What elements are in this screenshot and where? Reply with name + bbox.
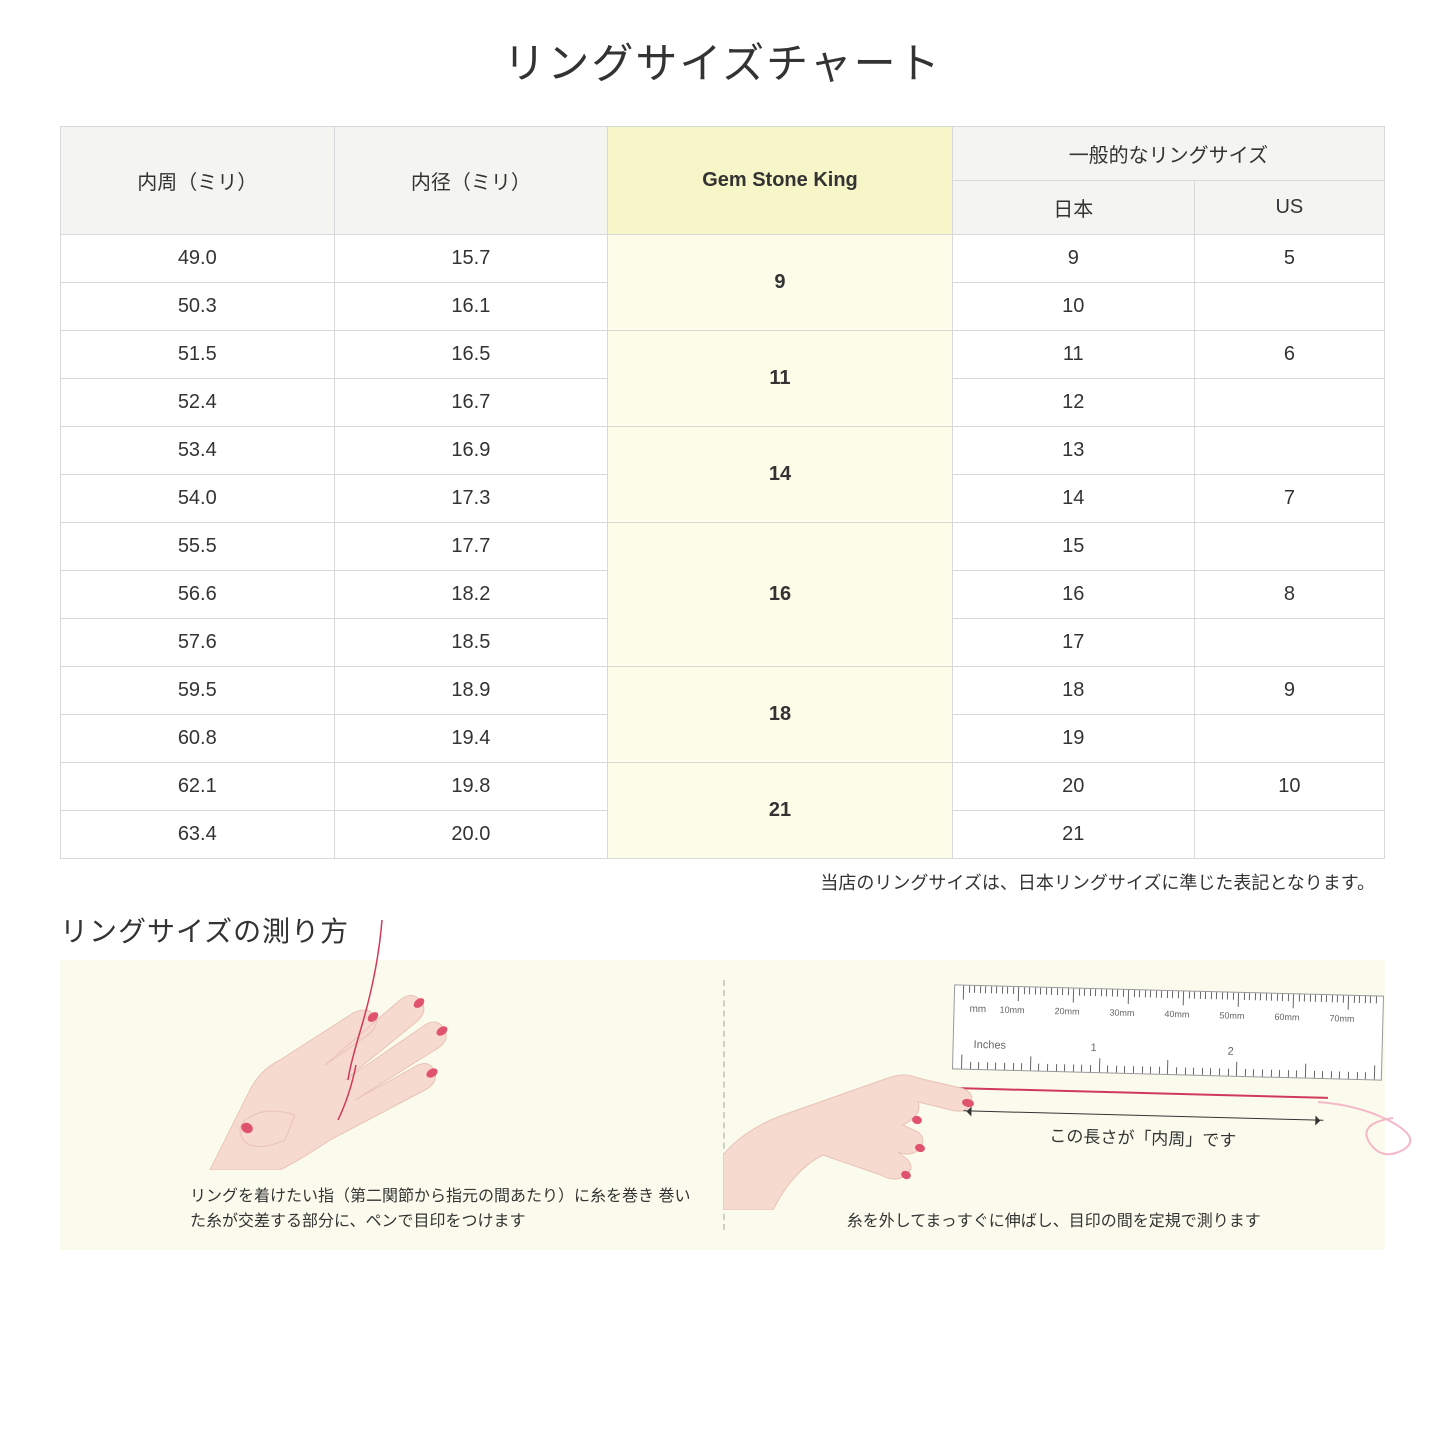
cell-us bbox=[1194, 811, 1384, 859]
cell-circumference: 53.4 bbox=[61, 427, 335, 475]
thread-line bbox=[958, 1087, 1328, 1099]
cell-japan: 18 bbox=[952, 667, 1194, 715]
cell-us bbox=[1194, 283, 1384, 331]
table-row: 49.015.7995 bbox=[61, 235, 1385, 283]
ruler-mm-value: 20mm bbox=[1054, 1006, 1079, 1017]
hand-illustration-2 bbox=[723, 1060, 993, 1210]
cell-us: 7 bbox=[1194, 475, 1384, 523]
header-circumference: 内周（ミリ） bbox=[61, 127, 335, 235]
cell-circumference: 55.5 bbox=[61, 523, 335, 571]
table-row: 59.518.918189 bbox=[61, 667, 1385, 715]
step-1-caption: リングを着けたい指（第二関節から指元の間あたり）に糸を巻き 巻いた糸が交差する部… bbox=[190, 1184, 693, 1235]
hand-illustration-1 bbox=[150, 920, 500, 1170]
ruler-inch-value: 2 bbox=[1227, 1046, 1233, 1058]
cell-diameter: 17.3 bbox=[334, 475, 608, 523]
header-japan: 日本 bbox=[952, 181, 1194, 235]
cell-circumference: 63.4 bbox=[61, 811, 335, 859]
cell-us bbox=[1194, 379, 1384, 427]
cell-us bbox=[1194, 427, 1384, 475]
cell-circumference: 54.0 bbox=[61, 475, 335, 523]
table-row: 53.416.91413 bbox=[61, 427, 1385, 475]
cell-us: 8 bbox=[1194, 571, 1384, 619]
cell-japan: 21 bbox=[952, 811, 1194, 859]
header-diameter: 内径（ミリ） bbox=[334, 127, 608, 235]
cell-gsk: 21 bbox=[608, 763, 953, 859]
cell-japan: 15 bbox=[952, 523, 1194, 571]
cell-us: 5 bbox=[1194, 235, 1384, 283]
cell-diameter: 18.9 bbox=[334, 667, 608, 715]
cell-diameter: 16.5 bbox=[334, 331, 608, 379]
cell-us bbox=[1194, 715, 1384, 763]
cell-diameter: 16.7 bbox=[334, 379, 608, 427]
page-title: リングサイズチャート bbox=[60, 30, 1385, 91]
ruler-mm-value: 40mm bbox=[1164, 1009, 1189, 1020]
cell-circumference: 62.1 bbox=[61, 763, 335, 811]
cell-circumference: 49.0 bbox=[61, 235, 335, 283]
cell-us bbox=[1194, 523, 1384, 571]
cell-japan: 16 bbox=[952, 571, 1194, 619]
cell-diameter: 18.5 bbox=[334, 619, 608, 667]
cell-gsk: 14 bbox=[608, 427, 953, 523]
header-us: US bbox=[1194, 181, 1384, 235]
cell-japan: 11 bbox=[952, 331, 1194, 379]
cell-diameter: 16.9 bbox=[334, 427, 608, 475]
table-row: 62.119.8212010 bbox=[61, 763, 1385, 811]
measure-step-2: mm Inches 10mm 20mm 30mm 40mm 50mm 60mm 70mm 1 2… bbox=[723, 960, 1386, 1250]
cell-circumference: 60.8 bbox=[61, 715, 335, 763]
table-row: 51.516.511116 bbox=[61, 331, 1385, 379]
cell-gsk: 9 bbox=[608, 235, 953, 331]
ruler-mm-value: 30mm bbox=[1109, 1007, 1134, 1018]
cell-gsk: 16 bbox=[608, 523, 953, 667]
cell-japan: 17 bbox=[952, 619, 1194, 667]
cell-diameter: 19.4 bbox=[334, 715, 608, 763]
ruler-mm-value: 70mm bbox=[1329, 1013, 1354, 1024]
cell-japan: 14 bbox=[952, 475, 1194, 523]
cell-gsk: 11 bbox=[608, 331, 953, 427]
arrow-label: この長さが「内周」です bbox=[1049, 1127, 1236, 1151]
cell-circumference: 51.5 bbox=[61, 331, 335, 379]
cell-circumference: 59.5 bbox=[61, 667, 335, 715]
ruler-mm-label: mm bbox=[969, 1004, 986, 1015]
cell-us bbox=[1194, 619, 1384, 667]
cell-circumference: 50.3 bbox=[61, 283, 335, 331]
cell-japan: 19 bbox=[952, 715, 1194, 763]
cell-japan: 20 bbox=[952, 763, 1194, 811]
cell-japan: 13 bbox=[952, 427, 1194, 475]
header-general: 一般的なリングサイズ bbox=[952, 127, 1384, 181]
cell-us: 10 bbox=[1194, 763, 1384, 811]
ruler-illustration: mm Inches 10mm 20mm 30mm 40mm 50mm 60mm 70mm 1 2 bbox=[951, 984, 1383, 1080]
table-row: 55.517.71615 bbox=[61, 523, 1385, 571]
cell-japan: 10 bbox=[952, 283, 1194, 331]
cell-diameter: 17.7 bbox=[334, 523, 608, 571]
cell-diameter: 16.1 bbox=[334, 283, 608, 331]
header-gsk: Gem Stone King bbox=[608, 127, 953, 235]
cell-us: 9 bbox=[1194, 667, 1384, 715]
ruler-inch-value: 1 bbox=[1090, 1042, 1096, 1054]
measure-panel: リングを着けたい指（第二関節から指元の間あたり）に糸を巻き 巻いた糸が交差する部… bbox=[60, 960, 1385, 1250]
cell-japan: 12 bbox=[952, 379, 1194, 427]
cell-circumference: 57.6 bbox=[61, 619, 335, 667]
size-chart-table: 内周（ミリ） 内径（ミリ） Gem Stone King 一般的なリングサイズ … bbox=[60, 126, 1385, 859]
measure-step-1: リングを着けたい指（第二関節から指元の間あたり）に糸を巻き 巻いた糸が交差する部… bbox=[60, 960, 723, 1250]
cell-diameter: 19.8 bbox=[334, 763, 608, 811]
thread-curl bbox=[1318, 1085, 1438, 1165]
cell-diameter: 18.2 bbox=[334, 571, 608, 619]
cell-gsk: 18 bbox=[608, 667, 953, 763]
cell-circumference: 52.4 bbox=[61, 379, 335, 427]
step-2-caption: 糸を外してまっすぐに伸ばし、目印の間を定規で測ります bbox=[723, 1209, 1386, 1235]
ruler-mm-value: 50mm bbox=[1219, 1010, 1244, 1021]
cell-us: 6 bbox=[1194, 331, 1384, 379]
ruler-mm-value: 10mm bbox=[999, 1005, 1024, 1016]
cell-circumference: 56.6 bbox=[61, 571, 335, 619]
cell-diameter: 20.0 bbox=[334, 811, 608, 859]
ruler-inches-label: Inches bbox=[973, 1039, 1006, 1052]
cell-diameter: 15.7 bbox=[334, 235, 608, 283]
table-note: 当店のリングサイズは、日本リングサイズに準じた表記となります。 bbox=[60, 869, 1385, 895]
measurement-arrow: この長さが「内周」です bbox=[962, 1110, 1323, 1153]
cell-japan: 9 bbox=[952, 235, 1194, 283]
ruler-mm-value: 60mm bbox=[1274, 1012, 1299, 1023]
